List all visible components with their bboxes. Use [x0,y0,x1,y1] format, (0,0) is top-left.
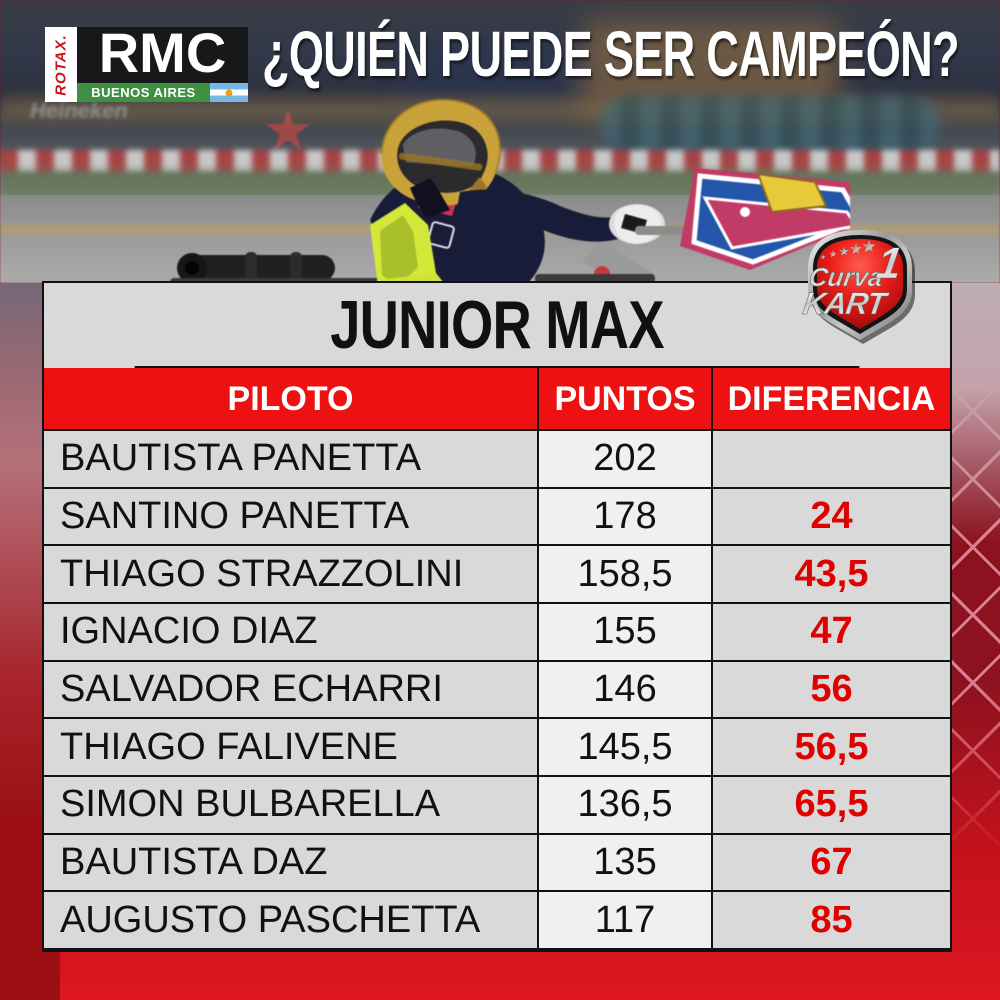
svg-text:KART: KART [801,286,891,321]
